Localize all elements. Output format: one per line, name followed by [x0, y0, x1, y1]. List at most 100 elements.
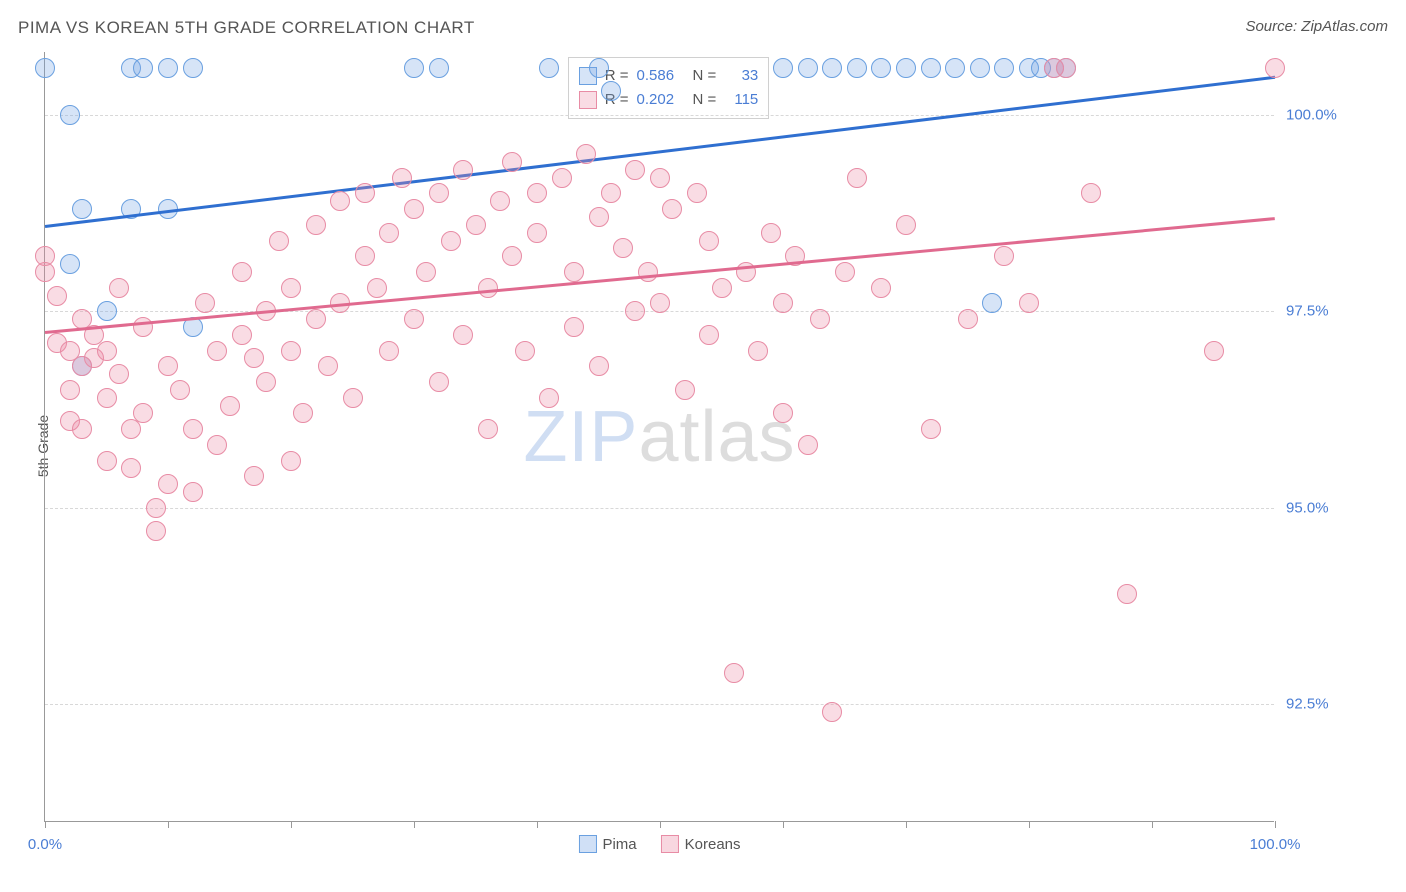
data-point	[158, 356, 178, 376]
gridline	[45, 704, 1274, 705]
data-point	[60, 105, 80, 125]
data-point	[453, 160, 473, 180]
data-point	[798, 58, 818, 78]
data-point	[589, 356, 609, 376]
data-point	[379, 341, 399, 361]
data-point	[60, 254, 80, 274]
x-tick	[1029, 821, 1030, 828]
data-point	[133, 317, 153, 337]
data-point	[822, 702, 842, 722]
data-point	[35, 58, 55, 78]
stat-n-label: N =	[693, 64, 717, 88]
series-swatch	[579, 91, 597, 109]
data-point	[871, 278, 891, 298]
data-point	[601, 183, 621, 203]
x-tick	[906, 821, 907, 828]
data-point	[97, 301, 117, 321]
data-point	[699, 325, 719, 345]
data-point	[404, 309, 424, 329]
data-point	[527, 223, 547, 243]
data-point	[1019, 293, 1039, 313]
source-attribution: Source: ZipAtlas.com	[1245, 18, 1388, 35]
data-point	[576, 144, 596, 164]
data-point	[379, 223, 399, 243]
gridline	[45, 115, 1274, 116]
data-point	[355, 183, 375, 203]
data-point	[343, 388, 363, 408]
data-point	[1204, 341, 1224, 361]
data-point	[994, 58, 1014, 78]
data-point	[453, 325, 473, 345]
data-point	[773, 58, 793, 78]
data-point	[552, 168, 572, 188]
data-point	[478, 419, 498, 439]
data-point	[220, 396, 240, 416]
data-point	[502, 152, 522, 172]
data-point	[35, 262, 55, 282]
watermark-part1: ZIP	[523, 397, 638, 477]
data-point	[921, 58, 941, 78]
data-point	[515, 341, 535, 361]
data-point	[810, 309, 830, 329]
y-tick-label: 95.0%	[1286, 499, 1356, 516]
plot-area: ZIPatlas R =0.586N =33R =0.202N =115 Pim…	[44, 52, 1274, 822]
legend-item: Pima	[578, 835, 636, 853]
stat-r-value: 0.202	[637, 88, 685, 112]
data-point	[183, 482, 203, 502]
data-point	[982, 293, 1002, 313]
data-point	[539, 388, 559, 408]
data-point	[773, 403, 793, 423]
y-tick-label: 100.0%	[1286, 106, 1356, 123]
data-point	[650, 293, 670, 313]
data-point	[72, 419, 92, 439]
data-point	[625, 301, 645, 321]
data-point	[97, 341, 117, 361]
chart-title: PIMA VS KOREAN 5TH GRADE CORRELATION CHA…	[18, 18, 475, 38]
data-point	[847, 168, 867, 188]
data-point	[429, 372, 449, 392]
data-point	[109, 364, 129, 384]
x-tick	[414, 821, 415, 828]
data-point	[392, 168, 412, 188]
data-point	[72, 199, 92, 219]
gridline	[45, 508, 1274, 509]
data-point	[256, 372, 276, 392]
data-point	[564, 262, 584, 282]
data-point	[699, 231, 719, 251]
data-point	[662, 199, 682, 219]
x-tick	[291, 821, 292, 828]
data-point	[896, 58, 916, 78]
data-point	[330, 191, 350, 211]
data-point	[1081, 183, 1101, 203]
x-tick	[1275, 821, 1276, 828]
legend-label: Pima	[602, 836, 636, 853]
x-tick-label: 0.0%	[28, 836, 62, 853]
data-point	[170, 380, 190, 400]
data-point	[835, 262, 855, 282]
data-point	[539, 58, 559, 78]
data-point	[97, 451, 117, 471]
data-point	[121, 458, 141, 478]
data-point	[429, 183, 449, 203]
x-tick	[660, 821, 661, 828]
data-point	[478, 278, 498, 298]
data-point	[687, 183, 707, 203]
data-point	[761, 223, 781, 243]
data-point	[970, 58, 990, 78]
data-point	[404, 58, 424, 78]
data-point	[293, 403, 313, 423]
data-point	[416, 262, 436, 282]
data-point	[650, 168, 670, 188]
data-point	[207, 341, 227, 361]
legend: PimaKoreans	[578, 835, 740, 853]
data-point	[601, 81, 621, 101]
legend-swatch	[578, 835, 596, 853]
data-point	[822, 58, 842, 78]
data-point	[748, 341, 768, 361]
stat-r-value: 0.586	[637, 64, 685, 88]
legend-swatch	[661, 835, 679, 853]
data-point	[367, 278, 387, 298]
data-point	[158, 58, 178, 78]
data-point	[60, 380, 80, 400]
data-point	[158, 474, 178, 494]
